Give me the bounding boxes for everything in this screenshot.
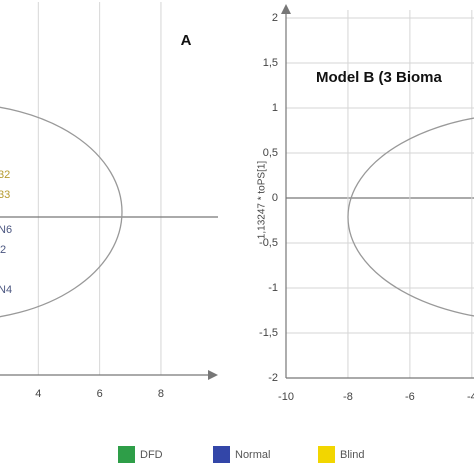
y-tick-label: 2 [272, 12, 278, 24]
y-tick-label: -2 [268, 372, 278, 384]
legend-label: Normal [235, 449, 270, 461]
legend-label: DFD [140, 449, 163, 461]
y-tick-label: 0 [272, 192, 278, 204]
y-tick-label: -0,5 [259, 237, 278, 249]
y-tick-label: 0,5 [263, 147, 278, 159]
legend-swatch [318, 446, 335, 463]
point-label: 2 [0, 244, 6, 256]
y-tick-label: 1 [272, 102, 278, 114]
point-label: 33 [0, 189, 10, 201]
x-tick-label: 8 [158, 388, 164, 400]
y-tick-label: -1 [268, 282, 278, 294]
x-tick-label: 6 [97, 388, 103, 400]
axis-arrow [281, 4, 291, 14]
point-label: 32 [0, 169, 10, 181]
x-tick-label: -4 [467, 391, 474, 403]
panel-title: Model B (3 Bioma [316, 69, 443, 86]
y-tick-label: -1,5 [259, 327, 278, 339]
confidence-ellipse [0, 106, 123, 318]
legend-swatch [118, 446, 135, 463]
legend-swatch [213, 446, 230, 463]
panel-label: A [181, 32, 192, 49]
x-tick-label: -8 [343, 391, 353, 403]
x-tick-label: -10 [278, 391, 294, 403]
point-label: N4 [0, 284, 12, 296]
x-tick-label: 4 [35, 388, 41, 400]
y-tick-label: 1,5 [263, 57, 278, 69]
axis-arrow [208, 370, 218, 380]
confidence-ellipse [347, 117, 474, 317]
y-axis-label: 1,13247 * toPS[1] [257, 161, 268, 240]
x-tick-label: -6 [405, 391, 415, 403]
legend-label: Blind [340, 449, 364, 461]
point-label: N6 [0, 224, 12, 236]
